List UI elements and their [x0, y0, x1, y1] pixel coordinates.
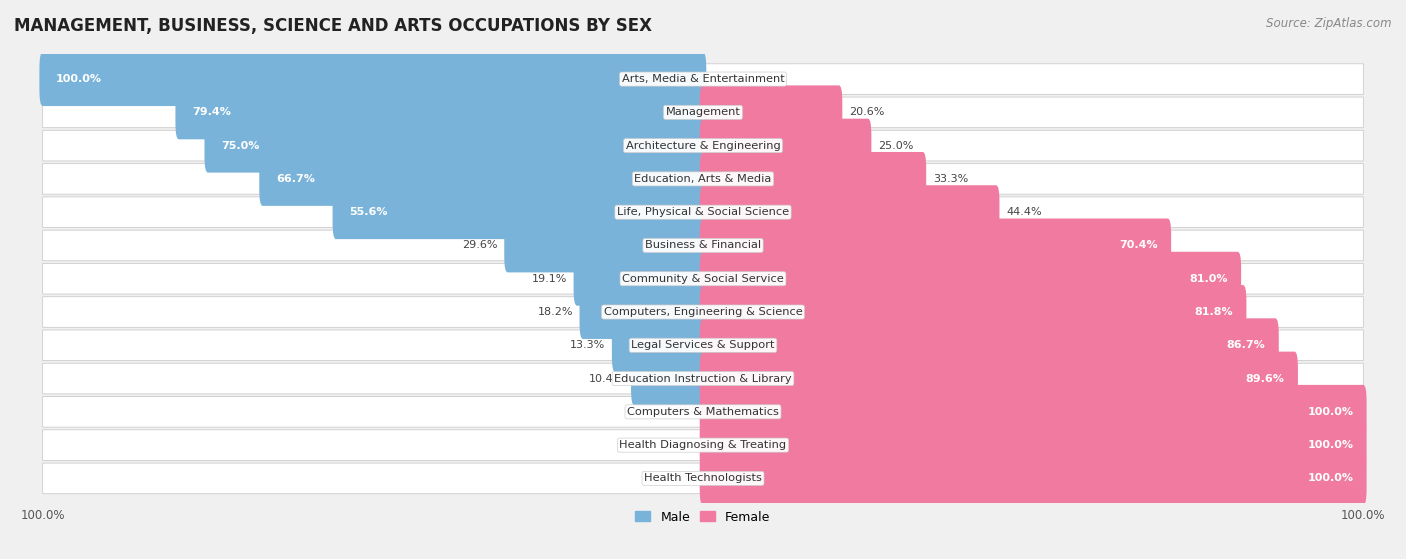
FancyBboxPatch shape [505, 219, 706, 272]
Text: Health Technologists: Health Technologists [644, 473, 762, 484]
Text: 10.4%: 10.4% [589, 373, 624, 383]
FancyBboxPatch shape [700, 385, 1367, 439]
FancyBboxPatch shape [700, 318, 1279, 372]
FancyBboxPatch shape [579, 285, 706, 339]
Text: Life, Physical & Social Science: Life, Physical & Social Science [617, 207, 789, 217]
Text: 44.4%: 44.4% [1007, 207, 1042, 217]
Text: Arts, Media & Entertainment: Arts, Media & Entertainment [621, 74, 785, 84]
Text: 70.4%: 70.4% [1119, 240, 1159, 250]
Text: Health Diagnosing & Treating: Health Diagnosing & Treating [620, 440, 786, 450]
FancyBboxPatch shape [42, 197, 1364, 228]
FancyBboxPatch shape [333, 185, 706, 239]
Text: 100.0%: 100.0% [1308, 407, 1354, 417]
Legend: Male, Female: Male, Female [630, 505, 776, 529]
Text: 75.0%: 75.0% [221, 141, 259, 150]
Text: Management: Management [665, 107, 741, 117]
Text: 13.3%: 13.3% [569, 340, 605, 350]
Text: 100.0%: 100.0% [1308, 473, 1354, 484]
FancyBboxPatch shape [700, 219, 1171, 272]
Text: 89.6%: 89.6% [1246, 373, 1285, 383]
Text: 79.4%: 79.4% [193, 107, 231, 117]
FancyBboxPatch shape [700, 185, 1000, 239]
FancyBboxPatch shape [42, 363, 1364, 394]
FancyBboxPatch shape [42, 263, 1364, 294]
Text: 0.0%: 0.0% [665, 440, 693, 450]
FancyBboxPatch shape [700, 86, 842, 139]
Text: Source: ZipAtlas.com: Source: ZipAtlas.com [1267, 17, 1392, 30]
Text: 81.0%: 81.0% [1189, 274, 1227, 284]
Text: Computers & Mathematics: Computers & Mathematics [627, 407, 779, 417]
Text: MANAGEMENT, BUSINESS, SCIENCE AND ARTS OCCUPATIONS BY SEX: MANAGEMENT, BUSINESS, SCIENCE AND ARTS O… [14, 17, 652, 35]
FancyBboxPatch shape [42, 330, 1364, 361]
FancyBboxPatch shape [259, 152, 706, 206]
Text: Education, Arts & Media: Education, Arts & Media [634, 174, 772, 184]
FancyBboxPatch shape [42, 430, 1364, 461]
Text: 100.0%: 100.0% [56, 74, 101, 84]
FancyBboxPatch shape [700, 452, 1367, 505]
Text: 29.6%: 29.6% [463, 240, 498, 250]
FancyBboxPatch shape [700, 418, 1367, 472]
FancyBboxPatch shape [700, 152, 927, 206]
Text: Architecture & Engineering: Architecture & Engineering [626, 141, 780, 150]
FancyBboxPatch shape [42, 463, 1364, 494]
Text: Community & Social Service: Community & Social Service [621, 274, 785, 284]
FancyBboxPatch shape [700, 352, 1298, 405]
FancyBboxPatch shape [42, 164, 1364, 194]
Text: 20.6%: 20.6% [849, 107, 884, 117]
FancyBboxPatch shape [631, 352, 706, 405]
Text: 33.3%: 33.3% [932, 174, 969, 184]
Text: 0.0%: 0.0% [713, 74, 741, 84]
FancyBboxPatch shape [204, 119, 706, 173]
Text: 66.7%: 66.7% [276, 174, 315, 184]
FancyBboxPatch shape [39, 52, 706, 106]
Text: Computers, Engineering & Science: Computers, Engineering & Science [603, 307, 803, 317]
FancyBboxPatch shape [700, 119, 872, 173]
FancyBboxPatch shape [612, 318, 706, 372]
Text: 19.1%: 19.1% [531, 274, 567, 284]
FancyBboxPatch shape [176, 86, 706, 139]
FancyBboxPatch shape [42, 64, 1364, 94]
Text: 0.0%: 0.0% [665, 407, 693, 417]
Text: Education Instruction & Library: Education Instruction & Library [614, 373, 792, 383]
FancyBboxPatch shape [42, 297, 1364, 328]
Text: Legal Services & Support: Legal Services & Support [631, 340, 775, 350]
FancyBboxPatch shape [700, 252, 1241, 306]
FancyBboxPatch shape [42, 130, 1364, 161]
FancyBboxPatch shape [42, 396, 1364, 427]
Text: 0.0%: 0.0% [665, 473, 693, 484]
Text: 25.0%: 25.0% [877, 141, 914, 150]
Text: 81.8%: 81.8% [1195, 307, 1233, 317]
Text: 18.2%: 18.2% [537, 307, 572, 317]
FancyBboxPatch shape [42, 97, 1364, 127]
FancyBboxPatch shape [574, 252, 706, 306]
FancyBboxPatch shape [700, 285, 1247, 339]
Text: Business & Financial: Business & Financial [645, 240, 761, 250]
FancyBboxPatch shape [42, 230, 1364, 260]
Text: 100.0%: 100.0% [1308, 440, 1354, 450]
Text: 86.7%: 86.7% [1227, 340, 1265, 350]
Text: 55.6%: 55.6% [349, 207, 388, 217]
